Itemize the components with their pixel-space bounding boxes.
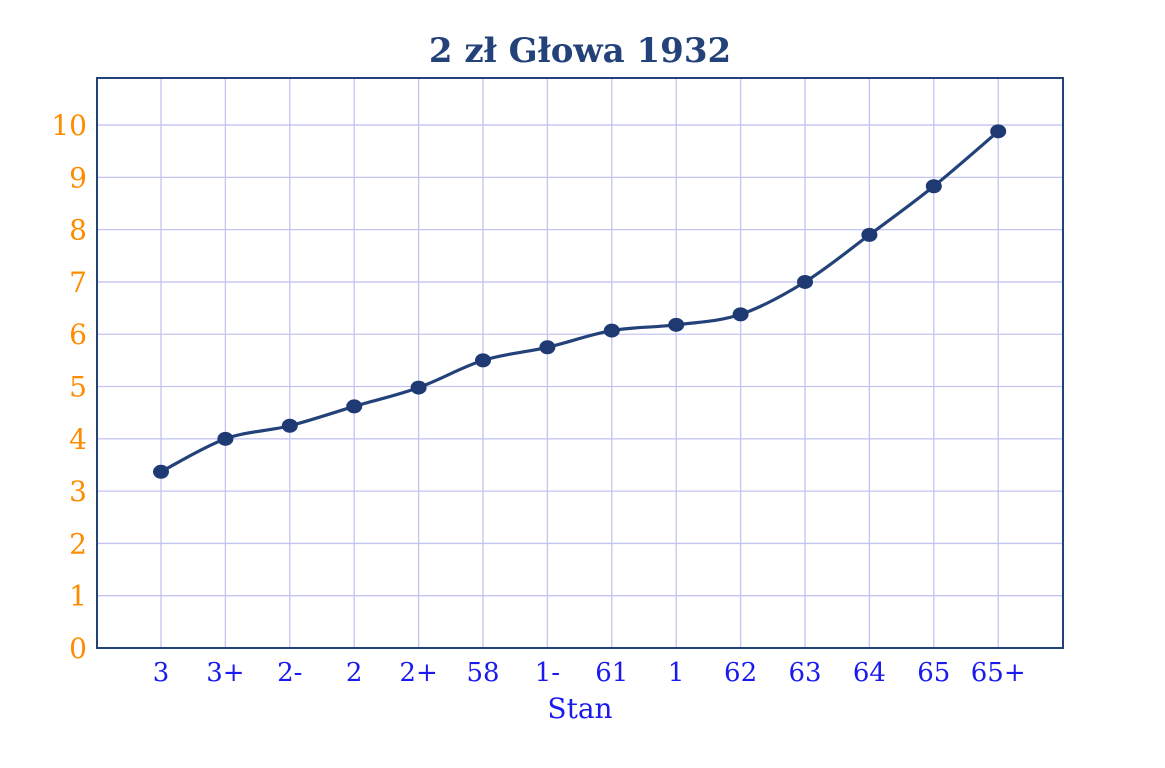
data-point	[797, 274, 813, 289]
x-tick-label: 58	[466, 658, 499, 688]
data-point	[346, 399, 363, 414]
chart-title: 2 zł Głowa 1932	[429, 31, 731, 71]
x-axis-label: Stan	[547, 692, 612, 725]
data-point	[990, 124, 1007, 139]
y-tick-label: 7	[69, 266, 87, 299]
y-tick-label: 9	[69, 161, 87, 194]
data-point	[217, 431, 234, 446]
data-point	[475, 353, 491, 368]
y-tick-label: 5	[69, 371, 87, 404]
x-tick-label: 64	[853, 658, 886, 688]
y-tick-label: 3	[69, 475, 87, 508]
data-point	[925, 179, 942, 194]
x-tick-label: 1-	[535, 658, 560, 688]
data-point	[153, 464, 169, 479]
y-tick-label: 4	[69, 423, 87, 456]
data-point	[861, 227, 878, 242]
data-point	[603, 323, 620, 338]
y-tick-label: 6	[69, 318, 87, 351]
series	[153, 124, 1007, 479]
x-tick-label: 61	[595, 658, 628, 688]
x-tick-label: 63	[788, 658, 821, 688]
y-tick-label: 8	[69, 214, 87, 247]
x-tick-label: 2	[346, 658, 363, 688]
x-tick-label: 62	[724, 658, 757, 688]
y-tick-label: 0	[69, 632, 87, 665]
grid	[97, 78, 1063, 649]
x-tick-label: 3	[153, 658, 170, 688]
y-tick-label: 2	[69, 527, 87, 560]
data-point	[732, 307, 749, 322]
y-tick-label: 10	[51, 109, 87, 142]
x-tick-label: 3+	[206, 658, 244, 688]
data-point	[410, 380, 427, 395]
x-tick-label: 1	[668, 658, 685, 688]
y-axis-ticks: 0 1 2 3 4 5 6 7 8 9 10	[51, 109, 87, 665]
y-tick-label: 1	[69, 580, 87, 613]
x-tick-label: 65+	[971, 658, 1026, 688]
x-tick-label: 2+	[399, 658, 437, 688]
data-point	[281, 418, 298, 433]
x-axis-ticks: 3 3+ 2- 2 2+ 58 1- 61 1 62 63 64 65 65+	[153, 658, 1026, 688]
x-tick-label: 2-	[277, 658, 302, 688]
data-point	[668, 317, 685, 332]
plot-frame	[96, 77, 1064, 649]
x-tick-label: 65	[917, 658, 950, 688]
data-point	[539, 340, 556, 355]
